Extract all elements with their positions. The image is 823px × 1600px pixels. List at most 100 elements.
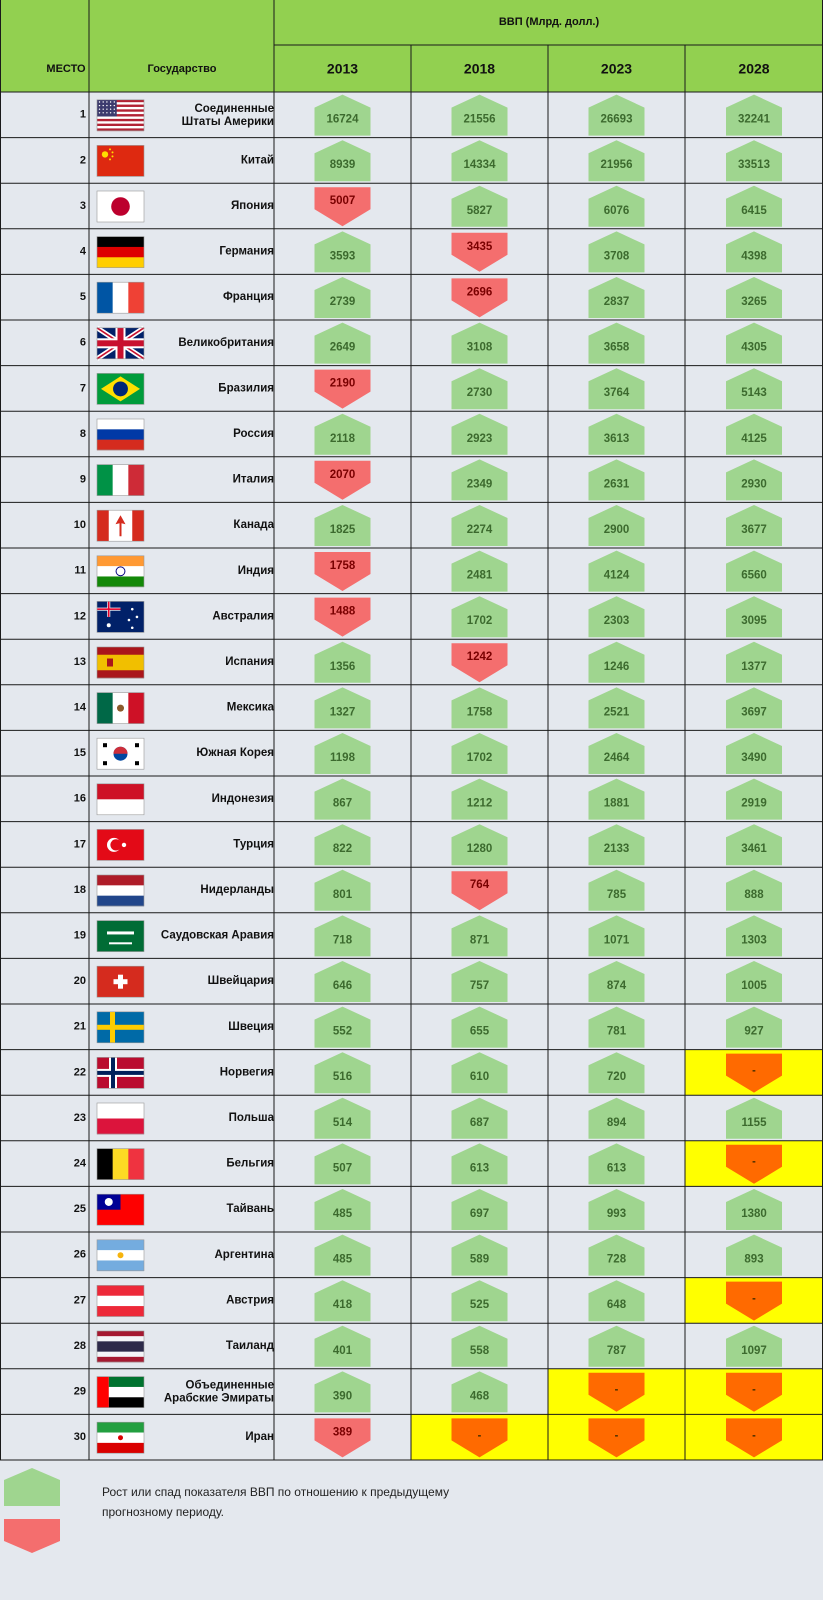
growth-arrow-icon	[314, 1189, 371, 1230]
argentina-flag-icon	[96, 1239, 145, 1272]
year-header-2023: 2023	[601, 61, 632, 77]
gdp-value-2013: 646	[314, 961, 371, 1002]
gdp-value: 1198	[330, 752, 356, 764]
gdp-value: 418	[333, 1299, 353, 1311]
gdp-value-2023: 2303	[588, 596, 645, 638]
gdp-value-2023: 781	[588, 1006, 645, 1048]
gdp-value: 871	[470, 934, 490, 946]
growth-arrow-icon	[588, 778, 645, 820]
gdp-value-2028: -	[685, 1414, 823, 1460]
gdp-value-2013: 3593	[314, 231, 371, 273]
country-name: Австрия	[226, 1294, 274, 1306]
gdp-value: 787	[607, 1345, 626, 1357]
table-row: 17 Турция 822 1280 2133 3461	[74, 824, 782, 866]
gdp-value-2023: 3764	[588, 368, 645, 410]
gdp-value-2013: 867	[314, 778, 371, 820]
table-row: 8 Россия 2118 2923 3613 4125	[80, 413, 782, 455]
gdp-value-2023: 4124	[588, 550, 645, 592]
gdp-group-title: ВВП (Млрд. долл.)	[499, 16, 600, 28]
netherlands-flag-icon	[96, 874, 145, 907]
germany-flag-icon	[96, 236, 145, 268]
growth-arrow-icon	[451, 550, 508, 592]
gdp-value-2028: 1097	[726, 1325, 782, 1367]
table-row: 22 Норвегия 516 610 720 -	[74, 1049, 823, 1096]
gdp-value: 2696	[467, 286, 493, 298]
gdp-value: 485	[333, 1208, 353, 1220]
growth-arrow-icon	[726, 824, 782, 866]
gdp-value-2028: 893	[726, 1234, 782, 1276]
growth-arrow-icon	[451, 459, 508, 501]
gdp-value-2013: 822	[314, 824, 371, 866]
growth-arrow-icon	[314, 140, 371, 182]
no-data-arrow-icon	[726, 1053, 782, 1093]
country-name: Великобритания	[178, 337, 274, 349]
gdp-value-2023: 6076	[588, 185, 645, 227]
growth-arrow-icon	[726, 413, 782, 455]
australia-flag-icon	[96, 601, 145, 633]
gdp-value: 1005	[741, 980, 767, 992]
country-name: Италия	[233, 474, 274, 486]
gdp-value-2018: 655	[451, 1006, 508, 1048]
russia-flag-icon	[96, 418, 145, 451]
gdp-value-2028: 33513	[726, 140, 782, 182]
gdp-value: 822	[333, 843, 352, 855]
legend-text-line1: Рост или спад показателя ВВП по отношени…	[102, 1485, 449, 1499]
gdp-value-2013: 801	[314, 869, 371, 911]
gdp-value-2023: 787	[588, 1325, 645, 1367]
gdp-value: 648	[607, 1299, 627, 1311]
growth-arrow-icon	[726, 277, 782, 318]
gdp-value-2023: -	[548, 1414, 685, 1460]
sweden-flag-icon	[96, 1011, 145, 1044]
gdp-value: 655	[470, 1026, 490, 1038]
india-flag-icon	[96, 555, 145, 588]
rank-cell: 4	[80, 246, 87, 258]
decline-arrow-icon	[451, 871, 508, 911]
gdp-value: 867	[333, 798, 352, 810]
growth-arrow-icon	[314, 687, 371, 729]
gdp-value: 1356	[330, 661, 356, 673]
gdp-value-2013: 552	[314, 1006, 371, 1048]
gdp-value-2018: 5827	[451, 185, 508, 227]
country-name: Бельгия	[226, 1158, 274, 1170]
country-name: Франция	[223, 291, 274, 303]
growth-arrow-icon	[726, 550, 782, 592]
table-row: 19 Саудовская Аравия 718 871 1071 1303	[74, 915, 782, 957]
gdp-value: 552	[333, 1026, 352, 1038]
year-header-2028: 2028	[738, 61, 769, 77]
no-data-arrow-icon	[726, 1418, 782, 1458]
gdp-value-2018: 3435	[451, 232, 508, 272]
gdp-value: -	[752, 1156, 756, 1168]
gdp-value: 3095	[741, 615, 767, 627]
gdp-value-2013: 8939	[314, 140, 371, 182]
gdp-value-2028: 1155	[726, 1097, 782, 1139]
rank-cell: 6	[80, 337, 86, 349]
growth-arrow-icon	[451, 1006, 508, 1048]
growth-arrow-icon	[588, 140, 645, 182]
gdp-value-2018: 764	[451, 871, 508, 911]
gdp-value-2028: 32241	[726, 94, 782, 136]
rank-cell: 8	[80, 428, 86, 440]
growth-arrow-icon	[314, 94, 371, 136]
table-row: 30 Иран 389 - - -	[74, 1414, 823, 1460]
growth-arrow-icon	[726, 1097, 782, 1139]
growth-arrow-icon	[588, 1234, 645, 1276]
gdp-value: 613	[607, 1162, 626, 1174]
gdp-value-2018: 1702	[451, 733, 508, 774]
growth-arrow-icon	[451, 596, 508, 638]
growth-arrow-icon	[314, 641, 371, 683]
growth-arrow-icon	[726, 459, 782, 501]
rank-cell: 19	[74, 930, 86, 942]
gdp-value-2013: 418	[314, 1280, 371, 1322]
gdp-value-2013: 1825	[314, 505, 371, 546]
uk-flag-icon	[95, 325, 146, 361]
growth-arrow-icon	[726, 185, 782, 227]
growth-arrow-icon	[314, 277, 371, 318]
gdp-value-2023: 648	[588, 1280, 645, 1322]
gdp-value: 2133	[604, 843, 630, 855]
growth-arrow-icon	[588, 1325, 645, 1367]
korea-flag-icon	[96, 737, 145, 770]
no-data-arrow-icon	[588, 1372, 645, 1412]
growth-arrow-icon	[588, 459, 645, 501]
taiwan-flag-icon	[96, 1193, 145, 1226]
